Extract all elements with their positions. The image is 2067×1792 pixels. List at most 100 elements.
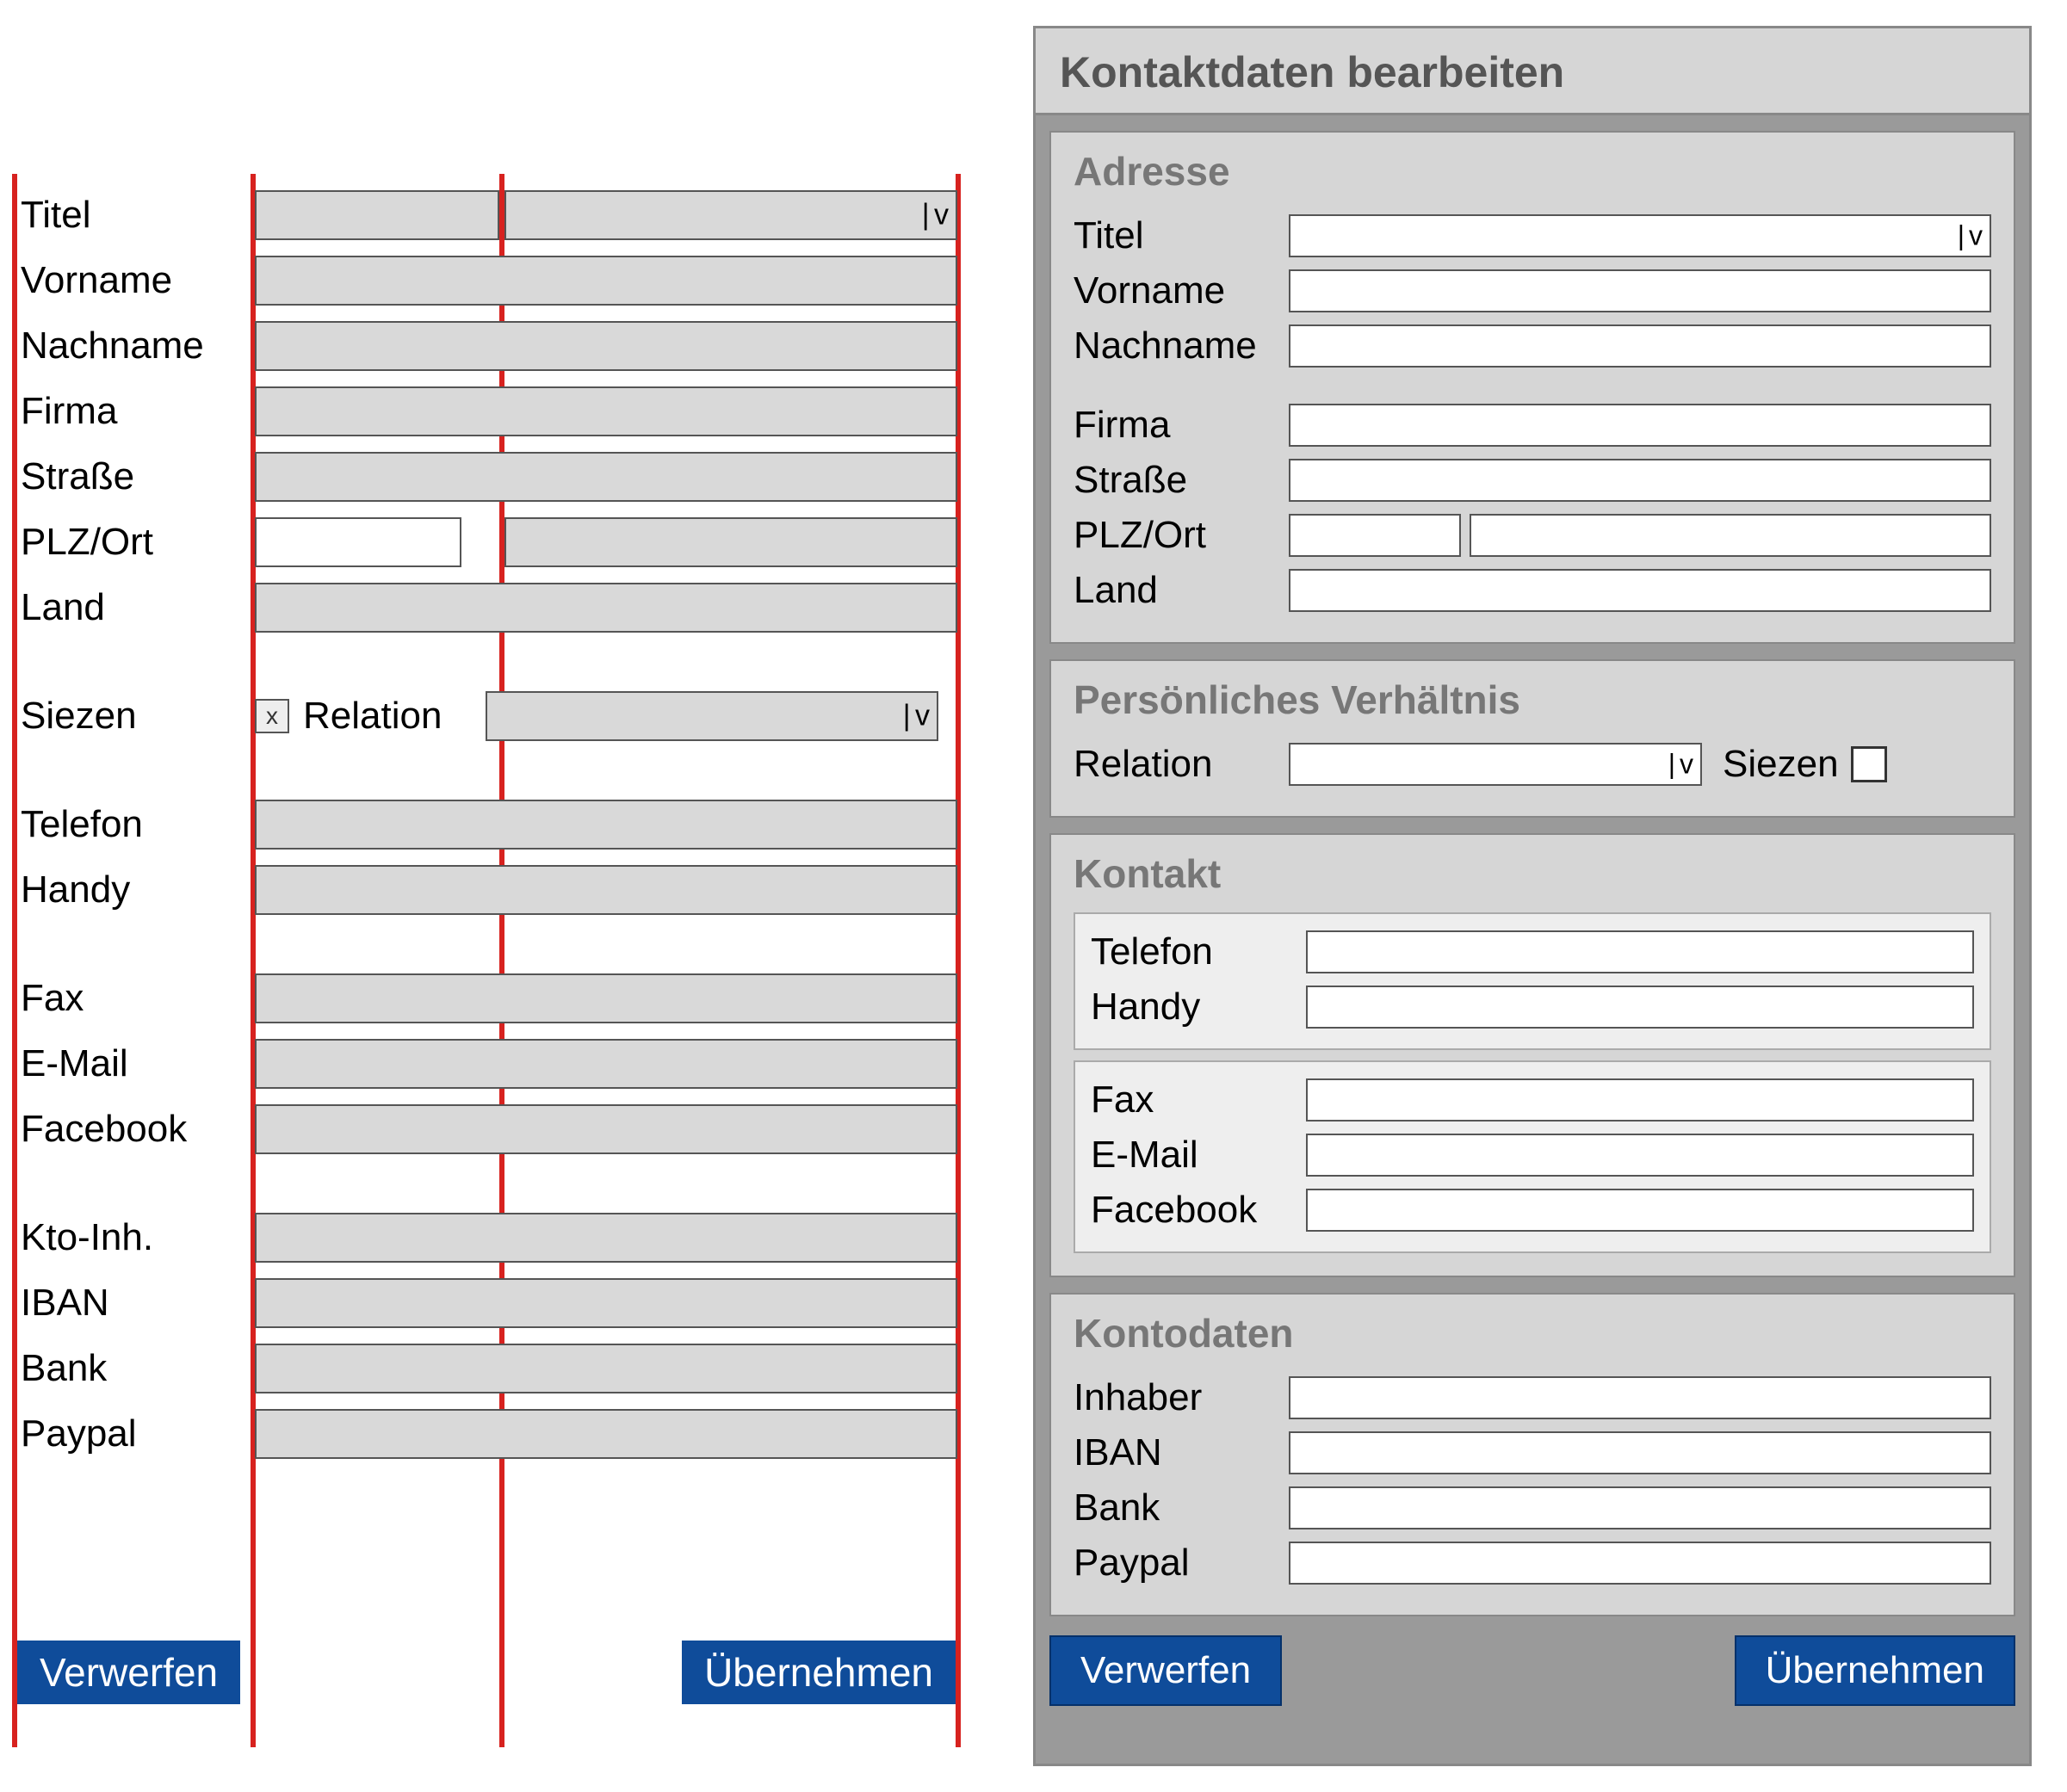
wf-label-bank: Bank bbox=[17, 1347, 255, 1390]
input-bank[interactable] bbox=[1289, 1486, 1991, 1529]
wf-row-telefon: Telefon bbox=[17, 794, 964, 855]
group-title-adresse: Adresse bbox=[1074, 148, 1991, 195]
wf-label-vorname: Vorname bbox=[17, 259, 255, 302]
label-email: E-Mail bbox=[1091, 1134, 1306, 1177]
wf-select-titel[interactable] bbox=[504, 190, 957, 240]
wf-input-land[interactable] bbox=[255, 583, 957, 633]
label-inhaber: Inhaber bbox=[1074, 1376, 1289, 1419]
label-plzort: PLZ/Ort bbox=[1074, 514, 1289, 557]
input-land[interactable] bbox=[1289, 569, 1991, 612]
label-bank: Bank bbox=[1074, 1486, 1289, 1529]
subcard-online: Fax E-Mail Facebook bbox=[1074, 1060, 1991, 1253]
discard-button[interactable]: Verwerfen bbox=[1049, 1635, 1282, 1706]
wf-row-facebook: Facebook bbox=[17, 1099, 964, 1159]
input-handy[interactable] bbox=[1306, 986, 1974, 1029]
label-siezen: Siezen bbox=[1723, 743, 1839, 786]
wf-apply-button[interactable]: Übernehmen bbox=[682, 1641, 956, 1704]
wf-discard-button[interactable]: Verwerfen bbox=[17, 1641, 240, 1704]
wf-label-ktoinh: Kto-Inh. bbox=[17, 1216, 255, 1259]
group-kontakt: Kontakt Telefon Handy Fax E-Mail Faceboo… bbox=[1049, 833, 2015, 1277]
wf-input-fax[interactable] bbox=[255, 973, 957, 1023]
label-telefon: Telefon bbox=[1091, 930, 1306, 973]
wf-input-bank[interactable] bbox=[255, 1344, 957, 1393]
wf-select-relation[interactable] bbox=[486, 691, 938, 741]
wf-input-titel-short[interactable] bbox=[255, 190, 499, 240]
select-relation[interactable] bbox=[1289, 743, 1702, 786]
group-adresse: Adresse Titel Vorname Nachname Firma Str… bbox=[1049, 131, 2015, 644]
group-verhaeltnis: Persönliches Verhältnis Relation Siezen bbox=[1049, 659, 2015, 818]
checkbox-siezen[interactable] bbox=[1851, 746, 1887, 782]
wf-row-plzort: PLZ/Ort bbox=[17, 512, 964, 572]
wf-label-relation: Relation bbox=[303, 695, 486, 738]
wf-row-handy: Handy bbox=[17, 860, 964, 920]
label-land: Land bbox=[1074, 569, 1289, 612]
wf-row-bank: Bank bbox=[17, 1338, 964, 1399]
wf-row-iban: IBAN bbox=[17, 1273, 964, 1333]
wf-label-paypal: Paypal bbox=[17, 1412, 255, 1455]
wf-input-handy[interactable] bbox=[255, 865, 957, 915]
input-email[interactable] bbox=[1306, 1134, 1974, 1177]
wf-input-ktoinh[interactable] bbox=[255, 1213, 957, 1263]
input-plz[interactable] bbox=[1289, 514, 1461, 557]
wf-row-fax: Fax bbox=[17, 968, 964, 1029]
wf-row-siezen: Siezen x Relation bbox=[17, 686, 964, 746]
input-strasse[interactable] bbox=[1289, 459, 1991, 502]
input-paypal[interactable] bbox=[1289, 1542, 1991, 1585]
wf-label-siezen: Siezen bbox=[17, 695, 255, 738]
wf-label-plzort: PLZ/Ort bbox=[17, 521, 255, 564]
input-telefon[interactable] bbox=[1306, 930, 1974, 973]
wf-row-firma: Firma bbox=[17, 381, 964, 442]
input-iban[interactable] bbox=[1289, 1431, 1991, 1474]
wf-label-iban: IBAN bbox=[17, 1282, 255, 1325]
wf-input-plz[interactable] bbox=[255, 517, 461, 567]
wf-input-ort[interactable] bbox=[504, 517, 957, 567]
wf-input-paypal[interactable] bbox=[255, 1409, 957, 1459]
apply-button[interactable]: Übernehmen bbox=[1735, 1635, 2015, 1706]
label-nachname: Nachname bbox=[1074, 324, 1289, 368]
wf-label-email: E-Mail bbox=[17, 1042, 255, 1085]
input-vorname[interactable] bbox=[1289, 269, 1991, 312]
edit-contact-panel: Kontaktdaten bearbeiten Adresse Titel Vo… bbox=[1033, 26, 2032, 1766]
label-facebook: Facebook bbox=[1091, 1189, 1306, 1232]
group-title-kontakt: Kontakt bbox=[1074, 850, 1991, 897]
label-titel: Titel bbox=[1074, 214, 1289, 257]
wf-label-firma: Firma bbox=[17, 390, 255, 433]
wf-label-handy: Handy bbox=[17, 868, 255, 911]
panel-title: Kontaktdaten bearbeiten bbox=[1036, 28, 2029, 115]
wf-row-land: Land bbox=[17, 578, 964, 638]
wf-row-strasse: Straße bbox=[17, 447, 964, 507]
input-firma[interactable] bbox=[1289, 404, 1991, 447]
wf-label-telefon: Telefon bbox=[17, 803, 255, 846]
wf-row-email: E-Mail bbox=[17, 1034, 964, 1094]
label-relation: Relation bbox=[1074, 743, 1289, 786]
wf-label-strasse: Straße bbox=[17, 455, 255, 498]
label-firma: Firma bbox=[1074, 404, 1289, 447]
wf-input-strasse[interactable] bbox=[255, 452, 957, 502]
wf-input-email[interactable] bbox=[255, 1039, 957, 1089]
group-title-verhaeltnis: Persönliches Verhältnis bbox=[1074, 677, 1991, 723]
input-facebook[interactable] bbox=[1306, 1189, 1974, 1232]
wf-row-paypal: Paypal bbox=[17, 1404, 964, 1464]
wf-label-fax: Fax bbox=[17, 977, 255, 1020]
label-vorname: Vorname bbox=[1074, 269, 1289, 312]
label-fax: Fax bbox=[1091, 1078, 1306, 1122]
wf-checkbox-siezen[interactable]: x bbox=[255, 699, 289, 733]
input-fax[interactable] bbox=[1306, 1078, 1974, 1122]
wf-label-titel: Titel bbox=[17, 194, 255, 237]
wf-input-firma[interactable] bbox=[255, 386, 957, 436]
select-titel[interactable] bbox=[1289, 214, 1991, 257]
wf-input-iban[interactable] bbox=[255, 1278, 957, 1328]
wf-input-facebook[interactable] bbox=[255, 1104, 957, 1154]
wf-input-telefon[interactable] bbox=[255, 800, 957, 850]
wf-label-nachname: Nachname bbox=[17, 324, 255, 368]
wf-input-nachname[interactable] bbox=[255, 321, 957, 371]
input-inhaber[interactable] bbox=[1289, 1376, 1991, 1419]
label-iban: IBAN bbox=[1074, 1431, 1289, 1474]
input-nachname[interactable] bbox=[1289, 324, 1991, 368]
input-ort[interactable] bbox=[1470, 514, 1991, 557]
group-title-kontodaten: Kontodaten bbox=[1074, 1310, 1991, 1356]
wf-row-titel: Titel bbox=[17, 185, 964, 245]
wf-input-vorname[interactable] bbox=[255, 256, 957, 306]
wireframe-panel: Titel Vorname Nachname Firma Straße PLZ/… bbox=[0, 26, 964, 1747]
wf-row-ktoinh: Kto-Inh. bbox=[17, 1208, 964, 1268]
